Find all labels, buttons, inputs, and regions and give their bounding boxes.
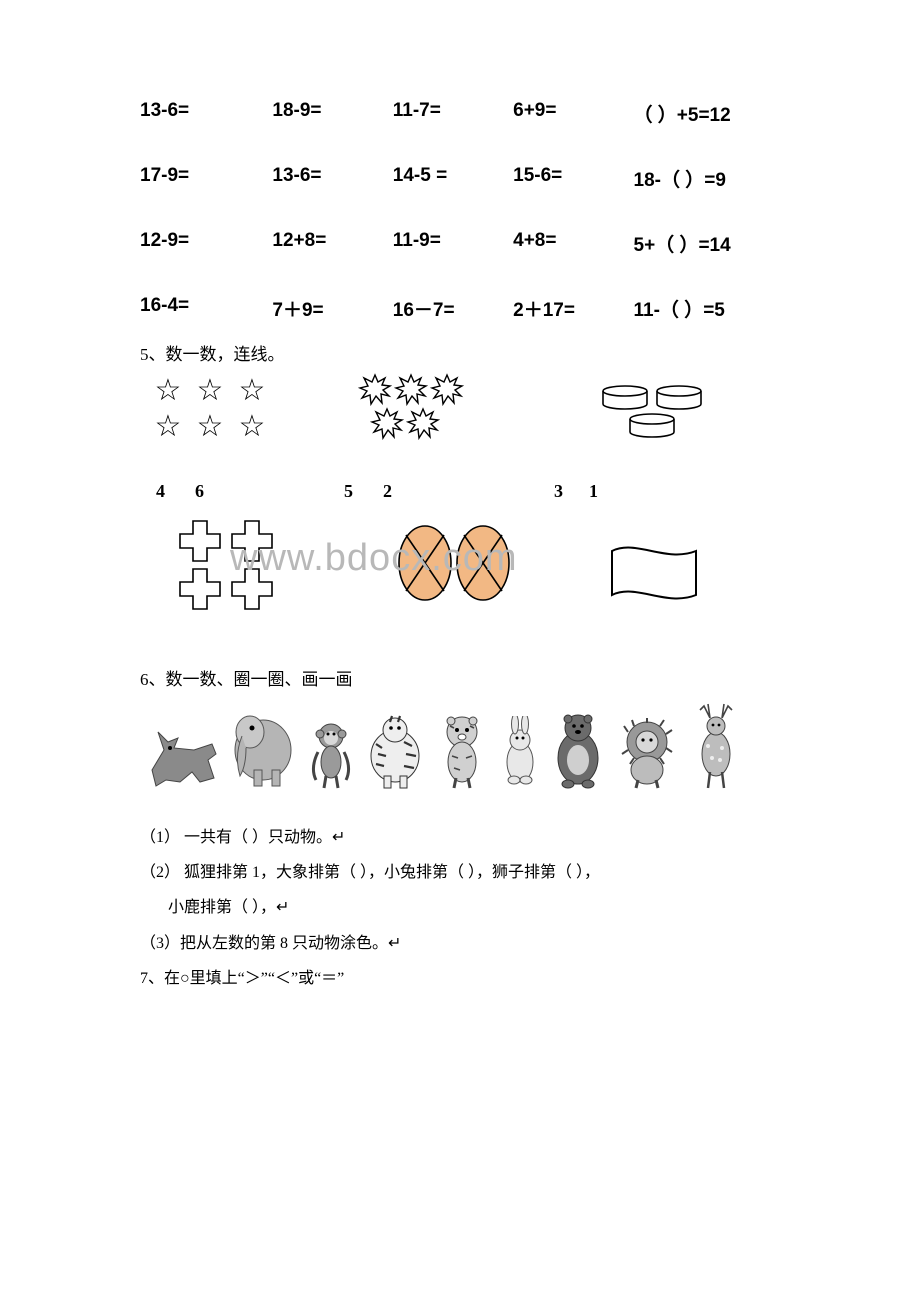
sun-icon — [394, 373, 428, 407]
star-icon: ☆ — [150, 373, 186, 409]
cylinder-icon — [627, 413, 677, 439]
equation: （ ）+5=12 — [634, 100, 790, 127]
sun-icon — [358, 373, 392, 407]
rabbit-icon — [498, 716, 542, 790]
oval-icon — [396, 523, 454, 603]
question-block: （1） 一共有（ ）只动物。↵ （2） 狐狸排第 1，大象排第（ ），小兔排第（… — [140, 820, 790, 996]
lion-icon — [614, 718, 680, 790]
equation: 14-5 = — [393, 165, 513, 192]
equation: 6+9= — [513, 100, 633, 127]
section-7-title: 7、在○里填上“＞”“＜”或“＝” — [140, 961, 790, 996]
equation: 2＋17= — [513, 295, 633, 322]
oval-group — [396, 523, 512, 603]
animals-row — [144, 698, 790, 790]
equation: 11-（ ）=5 — [634, 295, 790, 322]
number-label: 1 — [589, 481, 598, 502]
section-6-title: 6、数一数、圈一圈、画一画 — [140, 665, 790, 690]
question-2b: 小鹿排第（ ），↵ — [140, 890, 790, 925]
sun-group — [358, 373, 464, 441]
oval-icon — [454, 523, 512, 603]
equation: 7＋9= — [272, 295, 392, 322]
elephant-icon — [228, 706, 298, 790]
cylinder-icon — [600, 385, 650, 411]
flag-icon — [606, 541, 702, 609]
monkey-icon — [306, 718, 356, 790]
tiger-icon — [434, 712, 490, 790]
count-connect-block: ☆ ☆ ☆ ☆ ☆ ☆ — [140, 373, 790, 653]
number-label: 5 — [344, 481, 353, 502]
cross-icon — [230, 567, 274, 611]
star-icon: ☆ — [234, 373, 270, 409]
zebra-icon — [364, 714, 426, 790]
cross-icon — [178, 567, 222, 611]
section-5-title: 5、数一数，连线。 — [140, 340, 790, 365]
equation: 11-9= — [393, 230, 513, 257]
equation: 16－7= — [393, 295, 513, 322]
math-equation-grid: 13-6= 18-9= 11-7= 6+9= （ ）+5=12 17-9= 13… — [140, 100, 790, 322]
number-label: 2 — [383, 481, 392, 502]
number-label: 3 — [554, 481, 563, 502]
number-label: 4 — [156, 481, 165, 502]
bear-icon — [550, 712, 606, 790]
deer-icon — [688, 702, 744, 790]
sun-icon — [430, 373, 464, 407]
question-3: （3）把从左数的第 8 只动物涂色。↵ — [140, 926, 790, 961]
equation: 11-7= — [393, 100, 513, 127]
equation: 17-9= — [140, 165, 272, 192]
sun-icon — [370, 407, 404, 441]
sun-icon — [406, 407, 440, 441]
wolf-icon — [144, 720, 220, 790]
question-2: （2） 狐狸排第 1，大象排第（ ），小兔排第（ ），狮子排第（ ）， — [140, 855, 790, 890]
equation: 16-4= — [140, 295, 272, 322]
equation: 4+8= — [513, 230, 633, 257]
star-group: ☆ ☆ ☆ ☆ ☆ ☆ — [150, 373, 270, 445]
cross-icon — [178, 519, 222, 563]
cylinder-group — [600, 385, 704, 439]
star-icon: ☆ — [150, 409, 186, 445]
equation: 15-6= — [513, 165, 633, 192]
equation: 12-9= — [140, 230, 272, 257]
cross-group — [178, 519, 276, 613]
equation: 18-9= — [272, 100, 392, 127]
star-icon: ☆ — [192, 373, 228, 409]
number-label: 6 — [195, 481, 204, 502]
question-1: （1） 一共有（ ）只动物。↵ — [140, 820, 790, 855]
equation: 12+8= — [272, 230, 392, 257]
cross-icon — [230, 519, 274, 563]
star-icon: ☆ — [234, 409, 270, 445]
equation: 13-6= — [140, 100, 272, 127]
flag-group — [606, 541, 702, 609]
number-row: 4 6 5 2 3 1 — [140, 481, 790, 502]
equation: 18-（ ）=9 — [634, 165, 790, 192]
star-icon: ☆ — [192, 409, 228, 445]
worksheet-page: 13-6= 18-9= 11-7= 6+9= （ ）+5=12 17-9= 13… — [0, 0, 920, 1076]
cylinder-icon — [654, 385, 704, 411]
equation: 13-6= — [272, 165, 392, 192]
equation: 5+（ ）=14 — [634, 230, 790, 257]
